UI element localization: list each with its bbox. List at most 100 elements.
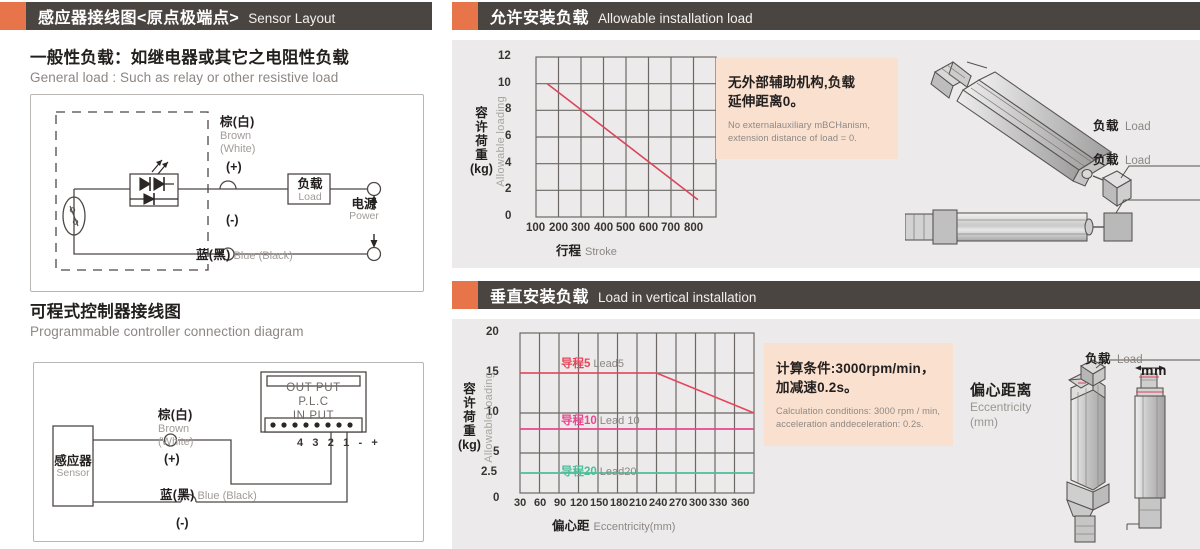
chart1-xlabel-cn: 行程: [556, 244, 582, 258]
section-title-en: Sensor Layout: [248, 11, 336, 26]
series-label-lead20-en: Lead20: [599, 466, 637, 478]
chart1-ylabel-char-1: 许: [475, 120, 488, 135]
label-minus-2: (-): [176, 516, 189, 530]
actuator-illustration-horizontal: [905, 61, 1200, 245]
label-blue-black-2: 蓝(黑) Blue (Black): [160, 484, 257, 503]
note2-en-line1: Calculation conditions: 3000 rpm / min,: [776, 405, 941, 416]
chart2-xtick-30: 30: [514, 497, 527, 509]
series-label-lead5: 导程5 Lead5: [561, 355, 624, 371]
section-title-en-3: Load in vertical installation: [598, 290, 757, 305]
general-load-title-cn: 一般性负载：如继电器或其它之电阻性负载: [30, 49, 350, 67]
note1-cn-line1: 无外部辅助机构,负载: [728, 74, 856, 90]
chart1-ytick-8: 8: [505, 103, 512, 115]
chart2-ylabel-en: Allowable loading: [482, 372, 495, 463]
label-brown-en1-2: Brown: [158, 423, 190, 435]
vertical-load-note: 计算条件:3000rpm/min， 加减速0.2s。 Calculation c…: [764, 343, 953, 446]
chart2-xlabel-en: Eccentricity(mm): [593, 521, 676, 533]
label-sensor-cn: 感应器: [54, 453, 92, 468]
label-sensor-en: Sensor: [56, 467, 90, 480]
callout-load-2-en: Load: [1125, 155, 1151, 167]
callout-load-1-en: Load: [1125, 121, 1151, 133]
label-blue-cn: 蓝(黑): [196, 248, 231, 262]
chart1-xtick-800: 800: [684, 222, 704, 234]
actuator-illustration-vertical: [1066, 359, 1200, 543]
callout-load-2-cn: 负载: [1093, 153, 1120, 167]
chart2-xtick-330: 330: [709, 497, 728, 509]
accent-swatch-3: [452, 281, 478, 309]
general-load-title: 一般性负载：如继电器或其它之电阻性负载 General load : Such …: [30, 44, 349, 85]
callout-load-vertical-cn: 负载: [1085, 352, 1112, 366]
chart2-ytick-10: 10: [486, 406, 499, 418]
chart1-ylabel-cn: 容 许 荷 重 (kg): [470, 106, 493, 176]
chart1-ytick-10: 10: [498, 77, 511, 89]
chart2-xtick-120: 120: [570, 497, 589, 509]
chart1-xlabel-en: Stroke: [585, 246, 617, 258]
note1-en-line1: No externalauxiliary mBCHanism,: [728, 119, 871, 130]
series-label-lead5-cn: 导程5: [561, 358, 591, 370]
callout-load-vertical-en: Load: [1117, 354, 1143, 366]
section-title-en-2: Allowable installation load: [598, 11, 753, 26]
note2-en-line2: acceleration anddeceleration: 0.2s.: [776, 419, 924, 430]
chart2-xtick-300: 300: [689, 497, 708, 509]
series-label-lead10-cn: 导程10: [561, 415, 597, 427]
series-label-lead5-en: Lead5: [593, 358, 624, 370]
note1-cn-line2: 延伸距离0。: [728, 94, 805, 110]
label-power-en: Power: [349, 210, 379, 223]
chart-allowable-installation-load: [535, 56, 717, 218]
series-label-lead20: 导程20 Lead20: [561, 463, 637, 479]
chart1-xtick-300: 300: [571, 222, 591, 234]
chart2-ytick-5: 5: [493, 446, 500, 458]
label-brown-white-2: 棕(白) Brown (White): [158, 404, 193, 449]
label-blue-en: Blue (Black): [233, 250, 293, 262]
chart2-ylabel-char-1: 许: [463, 396, 476, 411]
plc-out-put-label: OUT PUT: [286, 382, 341, 394]
label-brown-cn: 棕(白): [220, 115, 255, 129]
plc-diagram-title: 可程式控制器接线图 Programmable controller connec…: [30, 298, 304, 339]
label-load-box-1: 负载 Load: [290, 177, 330, 204]
label-blue-black-1: 蓝(黑) Blue (Black): [196, 244, 293, 263]
chart1-xlabel: 行程 Stroke: [556, 240, 617, 259]
label-power: 电源 Power: [338, 195, 390, 225]
label-load-en: Load: [298, 190, 322, 203]
chart2-xtick-60: 60: [534, 497, 547, 509]
chart2-xtick-240: 240: [649, 497, 668, 509]
plc-circuit-drawing: [52, 371, 367, 507]
chart1-xtick-600: 600: [639, 222, 659, 234]
chart1-ytick-12: 12: [498, 50, 511, 62]
chart1-xtick-700: 700: [661, 222, 681, 234]
chart2-xtick-180: 180: [610, 497, 629, 509]
chart2-ytick-15: 15: [486, 366, 499, 378]
chart2-ylabel-char-2: 荷: [463, 410, 476, 425]
series-label-lead10-en: Lead 10: [599, 415, 640, 427]
chart2-ylabel-char-4: (kg): [458, 438, 481, 453]
chart2-ytick-0: 0: [493, 492, 500, 504]
section-header-sensor-layout: 感应器接线图<原点极端点> Sensor Layout: [0, 2, 432, 30]
chart2-xlabel: 偏心距 Eccentricity(mm): [552, 515, 675, 534]
label-brown-cn-2: 棕(白): [158, 408, 193, 422]
series-label-lead10: 导程10 Lead 10: [561, 412, 640, 428]
label-brown-en1: Brown: [220, 130, 252, 142]
section-header-vertical-load: 垂直安装负载 Load in vertical installation: [452, 281, 1200, 309]
chart2-xlabel-cn: 偏心距: [552, 519, 590, 533]
callout-load-vertical: 负载 Load: [1085, 348, 1143, 367]
callout-eccentricity-en1: Eccentricity: [970, 400, 1032, 414]
chart2-ylabel-cn: 容 许 荷 重 (kg): [458, 382, 481, 452]
general-load-title-en: General load : Such as relay or other re…: [30, 70, 339, 85]
label-plus-1: (+): [226, 160, 242, 174]
chart1-ylabel-char-2: 荷: [475, 134, 488, 149]
accent-swatch-2: [452, 2, 478, 30]
note2-cn-line2: 加减速0.2s。: [776, 380, 858, 396]
label-plus-2: (+): [164, 452, 180, 466]
chart2-xtick-360: 360: [731, 497, 750, 509]
chart2-ytick-2-5: 2.5: [481, 466, 497, 478]
note1-en-line2: extension distance of load = 0.: [728, 133, 857, 144]
label-load-cn: 负载: [297, 177, 323, 192]
chart-load-in-vertical-installation: [519, 332, 755, 494]
chart2-ylabel-char-3: 重: [463, 424, 476, 439]
label-blue-cn-2: 蓝(黑): [160, 488, 195, 502]
plc-title-en: Programmable controller connection diagr…: [30, 324, 304, 339]
label-sensor-box: 感应器 Sensor: [53, 452, 93, 482]
chart1-ytick-0: 0: [505, 210, 512, 222]
callout-mm-dimension: mm: [1141, 362, 1167, 378]
